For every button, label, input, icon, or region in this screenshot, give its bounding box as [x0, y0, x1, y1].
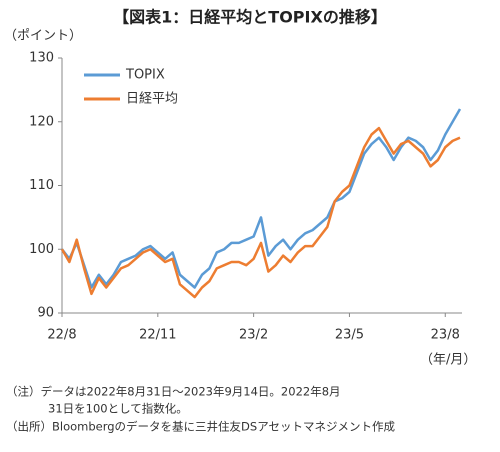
line-series — [61, 108, 462, 289]
line-series — [60, 126, 461, 299]
x-tick-label: 22/8 — [47, 328, 76, 343]
x-tick-label: 23/2 — [239, 328, 268, 343]
x-tick-label: 23/5 — [335, 328, 364, 343]
y-tick-label: 100 — [29, 242, 54, 257]
y-axis-label: （ポイント） — [4, 29, 82, 44]
legend-label: TOPIX — [125, 68, 165, 83]
x-tick-label: 22/11 — [139, 328, 176, 343]
chart-title: 【図表1：日経平均とTOPIXの推移】 — [113, 8, 387, 27]
x-axis-label: （年/月） — [420, 353, 476, 368]
y-tick-label: 110 — [29, 178, 54, 193]
y-tick-label: 130 — [29, 51, 54, 66]
legend-label: 日経平均 — [126, 92, 178, 107]
note: 31日を100として指数化。 — [48, 402, 188, 416]
y-tick-label: 90 — [37, 306, 54, 321]
note: （注）データは2022年8月31日～2023年9月14日。2022年8月 — [6, 385, 341, 399]
y-tick-label: 120 — [29, 114, 54, 129]
x-tick-label: 23/8 — [431, 328, 460, 343]
note: （出所）Bloombergのデータを基に三井住友DSアセットマネジメント作成 — [6, 420, 395, 434]
